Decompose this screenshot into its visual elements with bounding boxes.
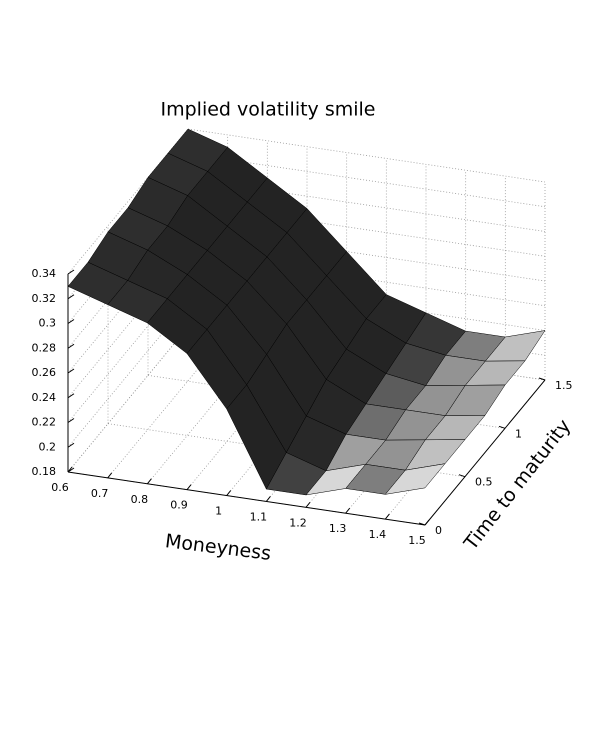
z-tick bbox=[67, 319, 75, 324]
x-tick bbox=[424, 519, 430, 526]
x-tick bbox=[226, 490, 232, 496]
x-tick-label: 0.8 bbox=[131, 493, 149, 506]
x-tick bbox=[107, 472, 113, 479]
grid-line bbox=[187, 128, 546, 183]
z-tick bbox=[67, 393, 75, 399]
y-tick bbox=[458, 474, 466, 478]
x-tick-label: 1.4 bbox=[369, 528, 387, 541]
z-tick-label: 0.2 bbox=[39, 440, 57, 453]
y-tick-label: 1 bbox=[515, 427, 522, 440]
x-tick-label: 1.5 bbox=[408, 534, 426, 547]
x-tick bbox=[305, 502, 311, 508]
z-tick-label: 0.34 bbox=[32, 267, 57, 280]
x-tick bbox=[345, 507, 351, 514]
z-tick bbox=[67, 368, 75, 374]
x-tick-label: 1.1 bbox=[250, 510, 268, 523]
x-axis bbox=[67, 471, 426, 526]
y-axis bbox=[424, 379, 546, 526]
x-tick-label: 0.9 bbox=[170, 499, 188, 512]
z-tick bbox=[67, 343, 75, 349]
x-tick-label: 1 bbox=[215, 505, 222, 518]
z-tick-label: 0.18 bbox=[32, 465, 57, 478]
surface-patch bbox=[384, 463, 446, 495]
z-tick-label: 0.26 bbox=[32, 366, 57, 379]
x-tick bbox=[186, 484, 192, 490]
x-tick bbox=[265, 496, 271, 502]
z-tick bbox=[67, 269, 75, 275]
x-tick-label: 0.6 bbox=[51, 481, 69, 494]
y-tick bbox=[418, 522, 426, 526]
z-tick bbox=[67, 442, 75, 448]
y-tick-label: 1.5 bbox=[555, 379, 573, 392]
z-tick-label: 0.24 bbox=[32, 391, 57, 404]
x-tick bbox=[146, 478, 152, 485]
z-tick-label: 0.22 bbox=[32, 416, 57, 429]
z-tick-label: 0.28 bbox=[32, 341, 57, 354]
x-tick-label: 0.7 bbox=[91, 487, 109, 500]
y-tick-label: 0 bbox=[435, 524, 442, 537]
x-axis-label: Moneyness bbox=[164, 530, 272, 565]
y-tick bbox=[498, 425, 506, 429]
z-tick-label: 0.32 bbox=[32, 292, 57, 305]
x-tick bbox=[67, 466, 73, 473]
z-tick-label: 0.3 bbox=[39, 317, 57, 330]
x-tick bbox=[384, 513, 390, 520]
z-tick bbox=[67, 418, 75, 423]
grid-line bbox=[67, 326, 189, 473]
y-tick bbox=[538, 377, 546, 381]
z-tick bbox=[67, 294, 75, 300]
x-tick-label: 1.3 bbox=[329, 522, 347, 535]
chart-title: Implied volatility smile bbox=[161, 99, 376, 121]
x-tick-label: 1.2 bbox=[289, 516, 307, 529]
y-tick-label: 0.5 bbox=[475, 476, 493, 489]
